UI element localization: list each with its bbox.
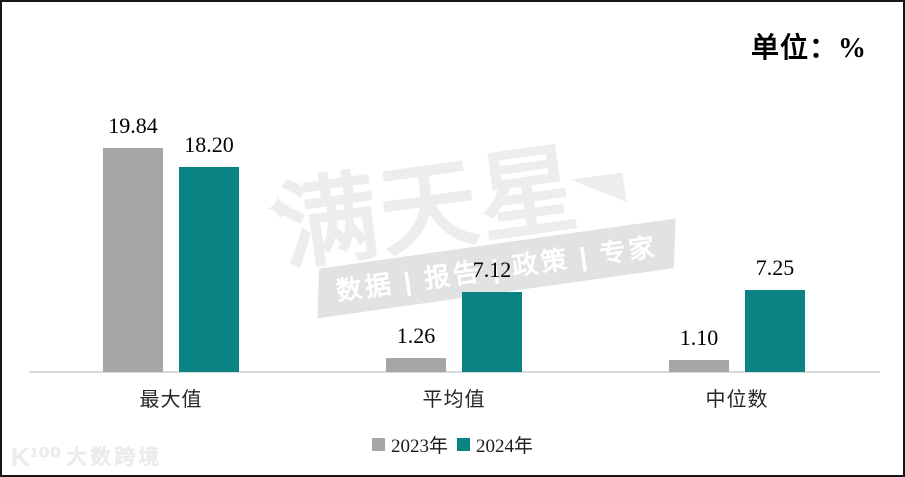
brand-k100-icon: K¹⁰⁰ xyxy=(11,442,62,472)
bar-2024年-中位数 xyxy=(745,290,805,372)
category-label-1: 平均值 xyxy=(422,389,486,411)
legend-entry-2023年: 2023年 xyxy=(371,431,448,458)
legend: 2023年 2024年 xyxy=(2,431,903,458)
value-label-2024年-平均值: 7.12 xyxy=(472,257,512,282)
value-label-2024年-中位数: 7.25 xyxy=(755,255,795,280)
bar-2024年-最大值 xyxy=(179,167,239,372)
brand-logo: K¹⁰⁰ 大数跨境 xyxy=(11,444,162,470)
bar-2023年-最大值 xyxy=(103,148,163,372)
legend-entry-2024年: 2024年 xyxy=(457,431,533,458)
legend-swatch-icon xyxy=(457,438,470,451)
value-label-2023年-平均值: 1.26 xyxy=(396,323,436,348)
bar-2024年-平均值 xyxy=(462,292,522,372)
value-label-2024年-最大值: 18.20 xyxy=(184,132,234,157)
category-label-0: 最大值 xyxy=(139,389,203,411)
brand-name: 大数跨境 xyxy=(66,445,163,469)
category-label-2: 中位数 xyxy=(705,389,769,411)
legend-label: 2023年 xyxy=(390,436,448,457)
bar-2023年-平均值 xyxy=(386,358,446,372)
unit-label: 单位：% xyxy=(750,33,867,64)
x-axis-line xyxy=(29,371,880,373)
bar-2023年-中位数 xyxy=(669,360,729,372)
value-label-2023年-最大值: 19.84 xyxy=(108,113,158,138)
legend-label: 2024年 xyxy=(476,436,534,457)
legend-swatch-icon xyxy=(371,438,385,451)
value-label-2023年-中位数: 1.10 xyxy=(679,325,719,350)
